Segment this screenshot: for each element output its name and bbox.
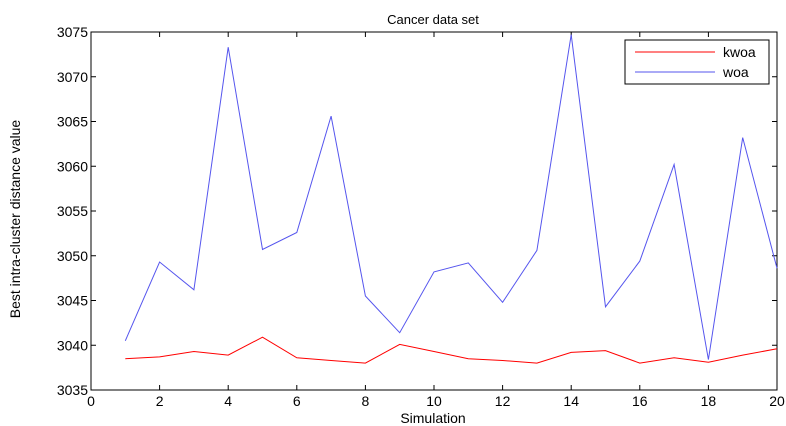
y-tick-label: 3050 <box>57 248 88 264</box>
y-tick-label: 3065 <box>57 114 88 130</box>
x-tick-label: 10 <box>426 393 442 409</box>
plot-area: 0 2 4 6 8 10 12 14 16 18 20 3035304030453050305530… <box>57 24 785 409</box>
legend: kwoa woa <box>624 39 770 85</box>
x-tick-label: 0 <box>87 393 95 409</box>
x-axis-title: Simulation <box>400 410 465 426</box>
x-tick-label: 14 <box>563 393 579 409</box>
y-tick-label: 3045 <box>57 293 88 309</box>
y-tick-label: 3055 <box>57 203 88 219</box>
y-tick-label: 3035 <box>57 382 88 398</box>
series-line-woa <box>124 34 778 360</box>
x-tick-label: 20 <box>769 393 785 409</box>
x-tick-label: 2 <box>156 393 164 409</box>
x-axis-ticks: 0 2 4 6 8 10 12 14 16 18 20 <box>87 32 785 409</box>
series-lines <box>124 34 778 364</box>
x-tick-label: 16 <box>632 393 648 409</box>
x-tick-label: 4 <box>224 393 232 409</box>
chart-title: Cancer data set <box>387 12 479 27</box>
y-tick-label: 3060 <box>57 158 88 174</box>
x-tick-label: 18 <box>701 393 717 409</box>
legend-label-kwoa: kwoa <box>723 44 756 60</box>
legend-box <box>624 39 770 85</box>
x-tick-label: 12 <box>495 393 511 409</box>
y-tick-label: 3070 <box>57 69 88 85</box>
plot-frame <box>90 31 778 391</box>
series-line-kwoa <box>125 336 778 364</box>
y-axis-ticks: 3035 3040 3045 3050 3055 3060 3065 3070 3075 <box>57 24 777 398</box>
x-tick-label: 8 <box>362 393 370 409</box>
x-tick-label: 6 <box>293 393 301 409</box>
y-tick-label: 3040 <box>57 337 88 353</box>
legend-label-woa: woa <box>722 64 749 80</box>
y-tick-label: 3075 <box>57 24 88 40</box>
y-axis-title: Best intra-cluster distance value <box>7 120 23 319</box>
